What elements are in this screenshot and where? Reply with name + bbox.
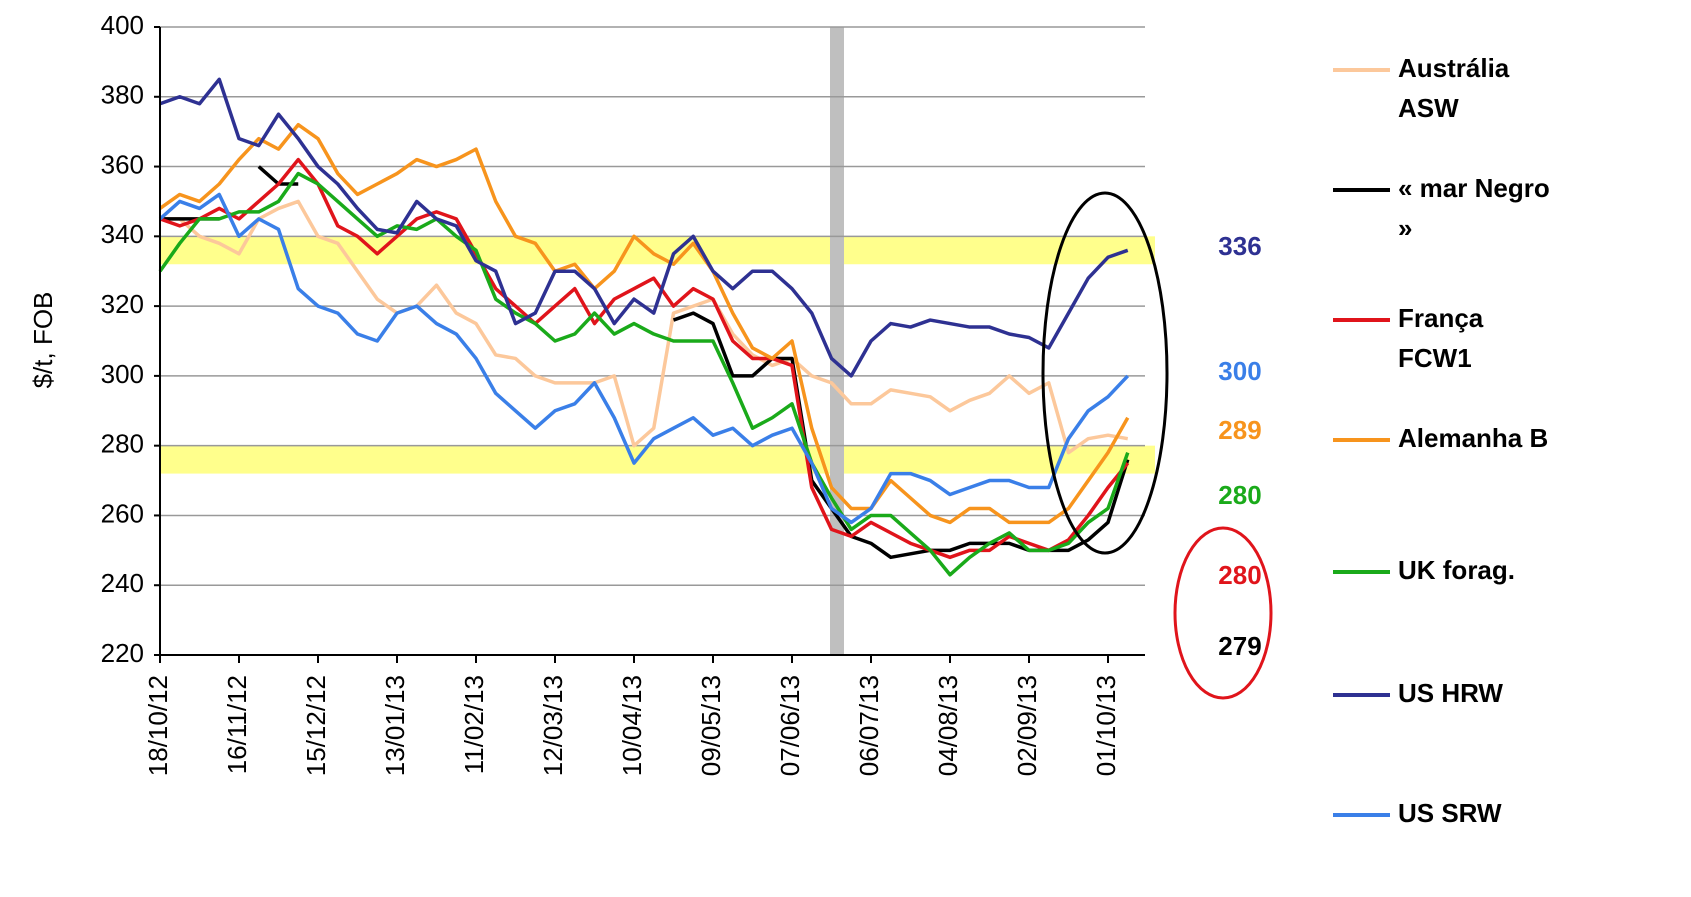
y-tick-label: 320 — [101, 289, 144, 319]
period-marker — [830, 27, 844, 655]
end-label: 279 — [1218, 631, 1261, 661]
x-tick-label: 12/03/13 — [538, 675, 568, 776]
end-label: 280 — [1218, 560, 1261, 590]
legend-label: US SRW — [1398, 798, 1502, 828]
x-tick-label: 16/11/12 — [222, 675, 252, 774]
series-line — [158, 122, 1130, 525]
highlight-band — [160, 236, 1155, 265]
x-tick-label: 09/05/13 — [696, 675, 726, 776]
x-tick-label: 07/06/13 — [775, 675, 805, 776]
highlight-ellipse — [1173, 526, 1273, 700]
x-tick-label: 04/08/13 — [933, 675, 963, 776]
x-tick-label: 02/09/13 — [1012, 675, 1042, 776]
y-tick-label: 360 — [101, 149, 144, 179]
x-tick-label: 11/02/13 — [459, 675, 489, 774]
legend-label: « mar Negro » — [1398, 173, 1550, 243]
y-tick-label: 300 — [101, 359, 144, 389]
legend-label: França FCW1 — [1398, 303, 1484, 373]
legend-label: Alemanha B — [1398, 423, 1549, 453]
end-label: 336 — [1218, 231, 1261, 261]
series-line — [160, 165, 1130, 560]
series-line — [158, 171, 1130, 577]
legend-label: UK forag. — [1398, 555, 1515, 585]
x-tick-label: 18/10/12 — [143, 675, 173, 776]
legend-label: Austrália ASW — [1398, 53, 1510, 123]
series-line — [159, 77, 1129, 378]
series-line — [159, 157, 1130, 560]
y-axis-title: $/t, FOB — [28, 292, 58, 389]
series-line — [160, 199, 1129, 455]
legend-label: US HRW — [1398, 678, 1503, 708]
end-label: 300 — [1218, 356, 1261, 386]
y-tick-label: 400 — [101, 10, 144, 40]
highlight-band — [160, 445, 1155, 474]
y-tick-label: 240 — [101, 568, 144, 598]
x-tick-label: 01/10/13 — [1091, 675, 1121, 776]
y-tick-label: 280 — [101, 429, 144, 459]
x-tick-label: 06/07/13 — [854, 675, 884, 776]
highlight-ellipse — [1041, 191, 1169, 555]
y-tick-label: 260 — [101, 498, 144, 528]
x-tick-label: 10/04/13 — [617, 675, 647, 776]
x-tick-label: 15/12/12 — [301, 675, 331, 776]
y-tick-label: 220 — [101, 638, 144, 668]
end-label: 280 — [1218, 480, 1261, 510]
series-line — [158, 192, 1130, 525]
x-tick-label: 13/01/13 — [380, 675, 410, 776]
y-tick-label: 340 — [101, 219, 144, 249]
end-label: 289 — [1218, 415, 1261, 445]
y-tick-label: 380 — [101, 80, 144, 110]
